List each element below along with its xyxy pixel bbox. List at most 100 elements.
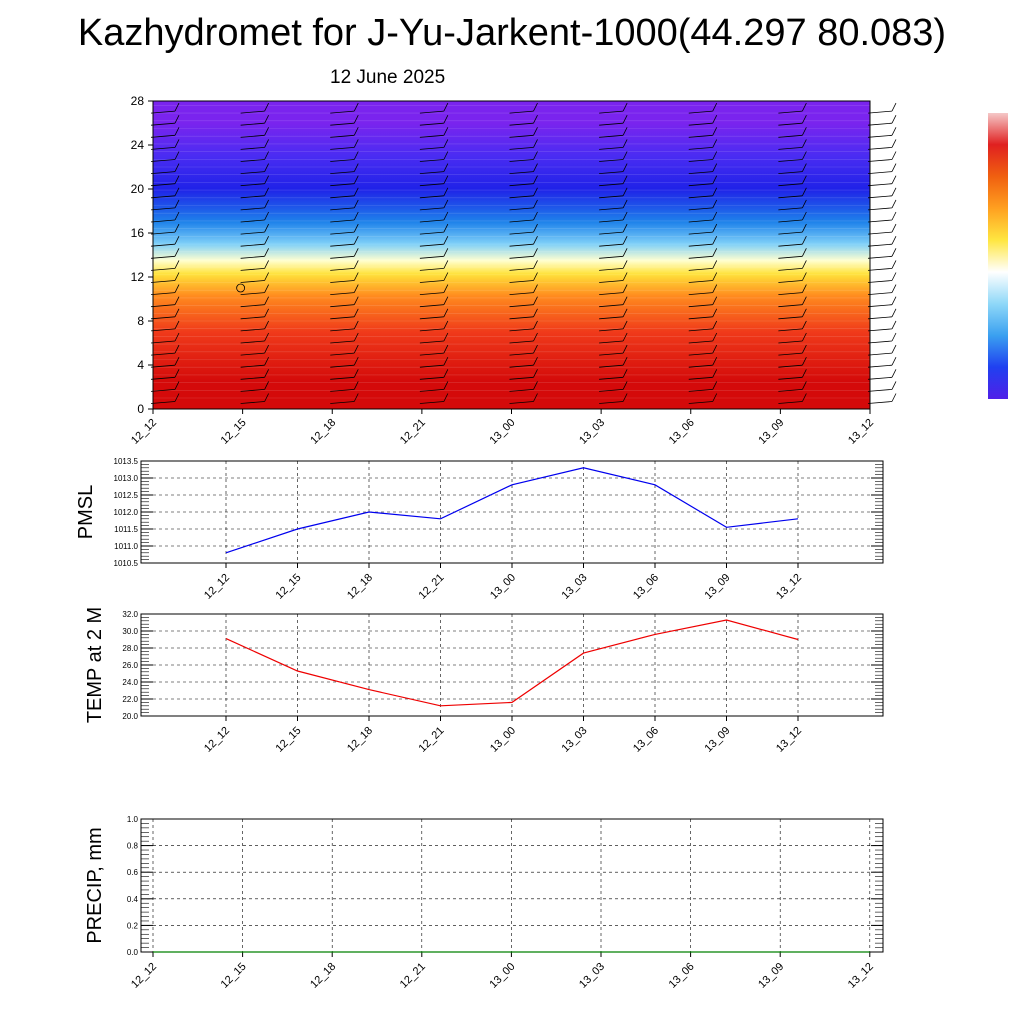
wind-barb [353,223,359,233]
wind-barb [712,369,718,378]
wind-barb [778,268,803,271]
precip-x-tick-label: 13_12 [846,961,876,991]
wind-barb [443,284,449,293]
wind-barb [891,308,897,317]
wind-barb [509,340,534,344]
wind-barb [174,151,180,160]
wind-barb [264,308,269,317]
wind-barb [353,296,359,305]
wind-barb [150,316,176,320]
wind-barb [867,147,893,150]
wind-barb [802,357,807,366]
wind-barb [264,332,269,342]
wind-barb [419,389,444,392]
wind-barb [240,376,265,380]
wind-barb [264,187,269,196]
wind-barb [264,357,269,366]
wind-barb [599,316,624,320]
wind-barb [867,134,893,138]
wind-barb [599,122,624,126]
wind-barb [802,308,807,317]
wind-barb [174,381,180,390]
wind-barb [240,389,265,392]
wind-barb [599,364,624,368]
wind-barb [330,340,355,344]
wind-barb [622,187,628,196]
wind-barb [891,296,897,305]
wind-barb [509,255,534,259]
y-tick-label: 8 [137,314,144,328]
wind-barb [240,219,265,223]
wind-barb [867,340,893,344]
temp-y-tick-label: 24.0 [122,678,138,687]
wind-barb [419,195,444,199]
wind-barb [867,159,893,162]
wind-barb [599,159,624,162]
y-tick-label: 20 [131,182,145,196]
wind-barb [174,187,180,196]
wind-barb [533,284,538,293]
wind-barb [264,175,269,184]
wind-barb [622,223,628,233]
wind-barb [891,223,897,233]
wind-barb [443,139,449,148]
wind-barb [174,127,180,136]
wind-barb [330,268,355,271]
wind-barb [712,260,718,269]
wind-barb [443,223,449,233]
temp-x-tick-label: 12_15 [274,725,304,755]
wind-barb [867,183,893,187]
wind-barb [622,308,628,317]
wind-barb [509,389,534,392]
pmsl-y-axis-title: PMSL [75,485,97,539]
wind-barb [353,187,359,196]
wind-barb [419,268,444,271]
wind-barb [240,364,265,368]
wind-barb [264,102,269,112]
y-tick-label: 4 [137,358,144,372]
x-tick-label: 13_12 [846,417,876,447]
wind-barb [688,268,713,271]
wind-barb [419,159,444,162]
wind-barb [599,207,624,211]
wind-barb [688,304,713,308]
wind-barb [353,381,359,390]
calm-wind-marker [236,283,246,293]
wind-barb [330,122,355,126]
wind-barb [174,344,180,354]
wind-barb [867,219,893,223]
pmsl-y-tick-label: 1013.0 [114,474,139,483]
wind-barb [802,393,807,402]
wind-barb [264,320,269,330]
temp-series-line [225,619,799,707]
wind-barb [264,248,269,257]
precip-x-tick-label: 13_03 [577,961,607,991]
wind-barb [688,183,713,187]
wind-barb [509,376,534,380]
wind-barb [891,175,897,184]
wind-barb [533,199,538,209]
wind-barb [867,280,893,283]
wind-barb [688,255,713,259]
wind-barb [778,304,803,308]
wind-barb [867,255,893,259]
temp-y-tick-label: 28.0 [122,644,138,653]
wind-barb [443,272,449,281]
y-tick-label: 24 [131,138,145,152]
wind-barb [688,219,713,223]
wind-barb [150,219,176,223]
wind-barb [240,292,265,295]
y-tick-label: 12 [131,270,145,284]
wind-barb [778,328,803,332]
wind-barb [778,389,803,392]
wind-barb [419,304,444,308]
wind-barb [802,139,807,148]
wind-barb [688,376,713,380]
wind-barb [353,211,359,221]
wind-barb [443,236,449,245]
wind-barb [150,389,176,392]
wind-barb [264,393,269,402]
wind-barb [240,147,265,150]
wind-barb [264,381,269,390]
wind-barb [622,296,628,305]
